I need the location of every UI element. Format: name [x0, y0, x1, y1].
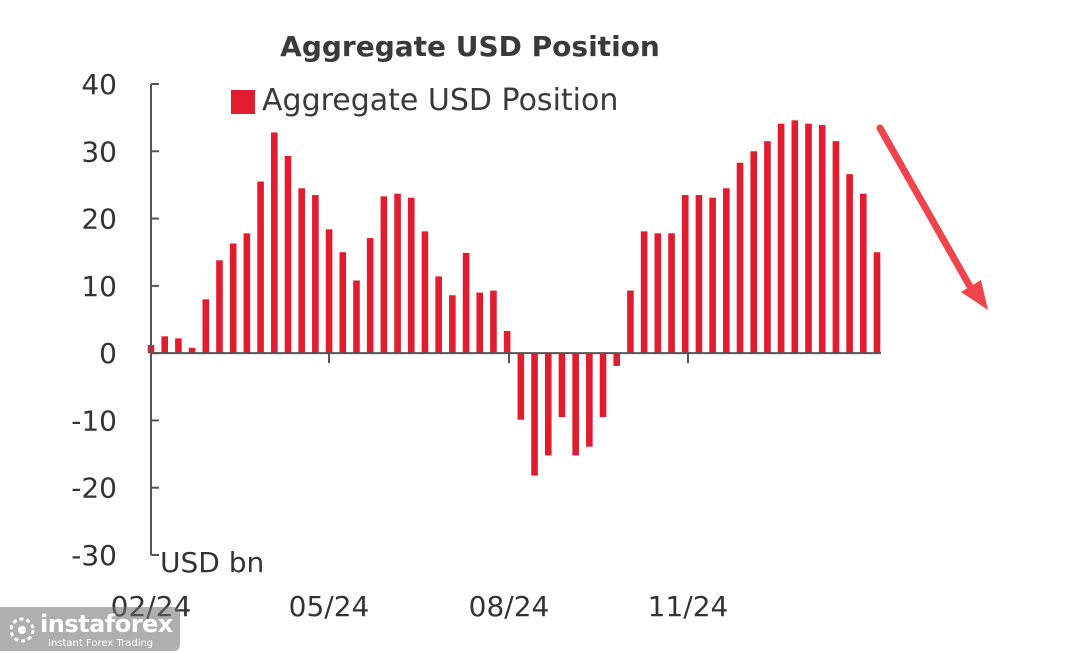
- x-tick-label: 08/24: [469, 590, 550, 623]
- bar: [681, 195, 689, 354]
- legend-label: Aggregate USD Position: [262, 83, 618, 118]
- bar: [339, 252, 347, 354]
- bar: [860, 193, 867, 354]
- x-tick-label: 05/24: [289, 590, 370, 623]
- bar: [558, 353, 566, 418]
- bar: [736, 162, 744, 354]
- y-tick-label: 30: [81, 135, 117, 168]
- bar: [723, 188, 730, 354]
- bar: [490, 290, 497, 354]
- bar: [435, 276, 442, 354]
- bar: [695, 195, 703, 354]
- bar: [572, 353, 579, 456]
- bar: [544, 353, 552, 456]
- watermark: instaforex Instant Forex Trading: [0, 607, 180, 651]
- bar: [325, 229, 333, 354]
- y-tick-label: -10: [71, 404, 117, 437]
- bar: [202, 299, 210, 354]
- y-tick-label: 20: [81, 203, 117, 236]
- bar: [818, 125, 826, 354]
- trend-arrow: [876, 124, 988, 310]
- bar: [750, 151, 758, 354]
- y-tick-label: 40: [81, 68, 117, 101]
- bar: [216, 260, 223, 354]
- y-axis-ticks: 40 30 20 10 0 -10 -20 -30: [71, 68, 117, 572]
- bar: [503, 330, 511, 354]
- bar: [270, 132, 278, 354]
- y-tick-label: -30: [71, 539, 117, 572]
- bar: [832, 141, 840, 354]
- bar: [366, 238, 374, 354]
- y-axis-unit-label: USD bn: [160, 546, 264, 579]
- y-tick-label: -20: [71, 472, 117, 505]
- bar: [229, 243, 237, 354]
- bar: [462, 252, 470, 354]
- bar: [873, 252, 881, 354]
- bar: [599, 353, 607, 418]
- y-tick-label: 0: [99, 337, 117, 370]
- bar: [188, 347, 196, 354]
- bar: [846, 174, 853, 354]
- x-tick-label: 11/24: [648, 590, 729, 623]
- bars: [147, 120, 881, 476]
- watermark-brand: instaforex: [40, 610, 173, 638]
- bar: [805, 123, 812, 354]
- bar: [764, 141, 771, 354]
- watermark-tagline: Instant Forex Trading: [48, 638, 154, 649]
- bar: [380, 196, 388, 354]
- bar: [161, 336, 168, 354]
- bar: [284, 156, 292, 354]
- bar: [777, 123, 785, 354]
- axes: [150, 83, 881, 556]
- bar: [175, 338, 182, 354]
- bar: [654, 233, 662, 354]
- bar: [353, 280, 360, 354]
- bar: [791, 120, 799, 354]
- bar: [243, 233, 251, 354]
- bar: [421, 231, 429, 354]
- bar: [449, 295, 456, 354]
- bar: [394, 193, 401, 354]
- chart-title: Aggregate USD Position: [280, 30, 660, 63]
- bar: [586, 353, 593, 447]
- bar: [517, 353, 525, 420]
- bar: [531, 353, 538, 476]
- bar: [640, 231, 648, 354]
- bar: [476, 292, 484, 354]
- bar: [709, 197, 716, 354]
- bar: [257, 181, 264, 354]
- instaforex-logo-icon: [9, 617, 35, 643]
- bar: [627, 290, 634, 354]
- bar: [407, 197, 415, 354]
- bar: [312, 195, 319, 354]
- y-tick-label: 10: [81, 270, 117, 303]
- legend-swatch: [231, 90, 255, 114]
- bar: [298, 188, 305, 354]
- bar: [613, 353, 621, 366]
- bar: [668, 233, 675, 354]
